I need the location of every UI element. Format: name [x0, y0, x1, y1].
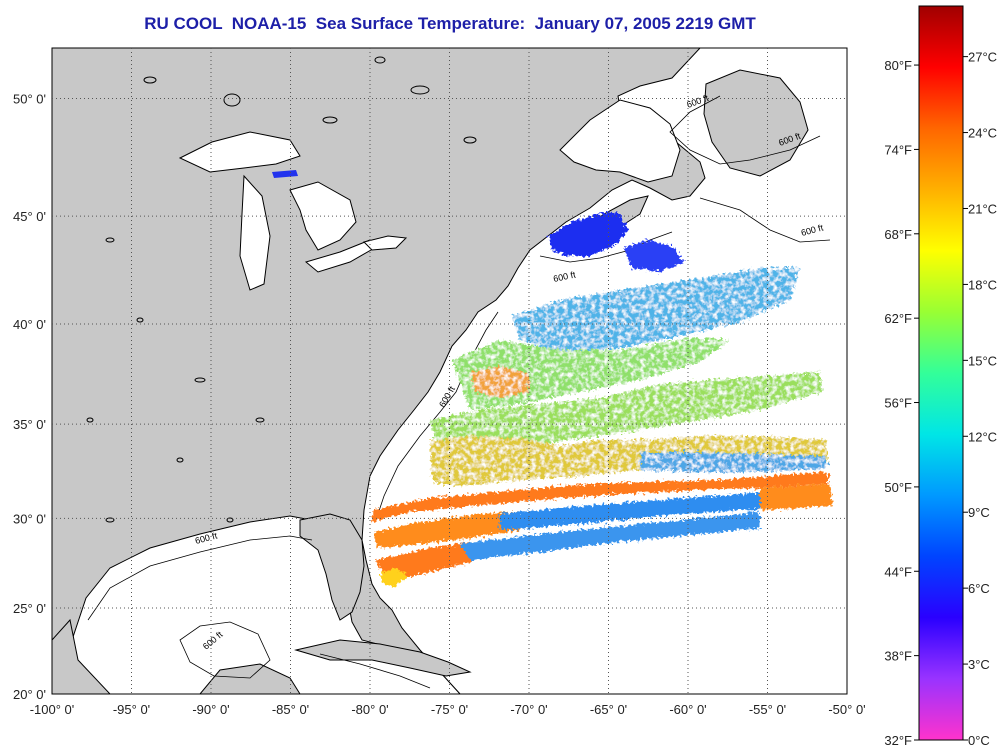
newfoundland	[703, 69, 809, 177]
small-lakes	[86, 56, 477, 523]
latitude-tick-label: 20° 0'	[13, 687, 46, 702]
graticule	[52, 48, 847, 694]
sst-swath-sargasso-1	[430, 372, 822, 456]
sst-swath-strip-b-east	[760, 484, 832, 510]
sst-swath-strip-a	[372, 472, 828, 522]
gulf-st-lawrence	[559, 99, 681, 183]
celsius-tick-label: 0°C	[968, 733, 990, 748]
florida	[299, 513, 365, 621]
sst-swath-strip-c-cool	[460, 512, 760, 560]
longitude-tick-label: -80° 0'	[351, 702, 388, 717]
latitude-tick-label: 25° 0'	[13, 601, 46, 616]
latitude-tick-label: 50° 0'	[13, 91, 46, 106]
fahrenheit-tick-label: 50°F	[884, 480, 912, 495]
sst-swath-strip-b-cool	[500, 490, 790, 530]
celsius-tick-label: 24°C	[968, 126, 997, 141]
sst-swath-strip-b-warm	[374, 512, 520, 548]
colorbar-scale	[918, 5, 964, 741]
fahrenheit-tick-label: 32°F	[884, 733, 912, 748]
fahrenheit-tick-label: 74°F	[884, 142, 912, 157]
longitude-tick-label: -90° 0'	[192, 702, 229, 717]
latitude-tick-label: 30° 0'	[13, 511, 46, 526]
fahrenheit-tick-label: 44°F	[884, 564, 912, 579]
celsius-labels: 27°C 24°C 21°C 18°C 15°C 12°C 9°C 6°C 3°C 0°C	[963, 50, 997, 748]
contour-label: 600 ft	[552, 269, 577, 284]
latitude-tick-label: 35° 0'	[13, 417, 46, 432]
mexico-south	[199, 663, 301, 694]
latitude-labels: 50° 0' 45° 0' 40° 0' 35° 0' 30° 0' 25° 0' 20° …	[13, 91, 46, 702]
latitude-tick-label: 45° 0'	[13, 209, 46, 224]
longitude-tick-label: -95° 0'	[113, 702, 150, 717]
sst-patch-scotian-shelf	[624, 240, 684, 272]
celsius-tick-label: 3°C	[968, 657, 990, 672]
longitude-tick-label: -60° 0'	[669, 702, 706, 717]
cuba	[294, 639, 472, 677]
celsius-tick-label: 21°C	[968, 201, 997, 216]
celsius-tick-label: 15°C	[968, 353, 997, 368]
sst-swath-shelf-north	[512, 268, 800, 352]
great-lakes	[178, 131, 408, 291]
celsius-tick-label: 6°C	[968, 581, 990, 596]
celsius-tick-label: 9°C	[968, 505, 990, 520]
figure-title: RU COOL NOAA-15 Sea Surface Temperature:…	[144, 14, 756, 33]
sst-swath-sargasso-3	[640, 452, 828, 472]
sst-swaths	[272, 170, 832, 586]
longitude-tick-label: -70° 0'	[510, 702, 547, 717]
fahrenheit-tick-label: 68°F	[884, 227, 912, 242]
longitude-labels: -100° 0' -95° 0' -90° 0' -85° 0' -80° 0' -75°…	[30, 702, 866, 717]
longitude-tick-label: -50° 0'	[828, 702, 865, 717]
longitude-tick-label: -65° 0'	[590, 702, 627, 717]
longitude-tick-label: -85° 0'	[272, 702, 309, 717]
celsius-tick-label: 27°C	[968, 50, 997, 65]
sst-patch-bahamas	[380, 568, 408, 586]
latitude-tick-label: 40° 0'	[13, 317, 46, 332]
fahrenheit-tick-label: 80°F	[884, 58, 912, 73]
sst-swath-warm-eddy	[470, 366, 530, 398]
sst-patch-st-lawrence	[272, 170, 298, 178]
celsius-tick-label: 12°C	[968, 429, 997, 444]
fahrenheit-tick-label: 38°F	[884, 649, 912, 664]
longitude-tick-label: -55° 0'	[749, 702, 786, 717]
fahrenheit-tick-label: 56°F	[884, 396, 912, 411]
fahrenheit-tick-label: 62°F	[884, 311, 912, 326]
yucatan	[52, 618, 111, 694]
celsius-tick-label: 18°C	[968, 277, 997, 292]
longitude-tick-label: -100° 0'	[30, 702, 75, 717]
longitude-tick-label: -75° 0'	[431, 702, 468, 717]
fahrenheit-labels: 80°F 74°F 68°F 62°F 56°F 50°F 44°F 38°F 32°F	[884, 58, 919, 748]
